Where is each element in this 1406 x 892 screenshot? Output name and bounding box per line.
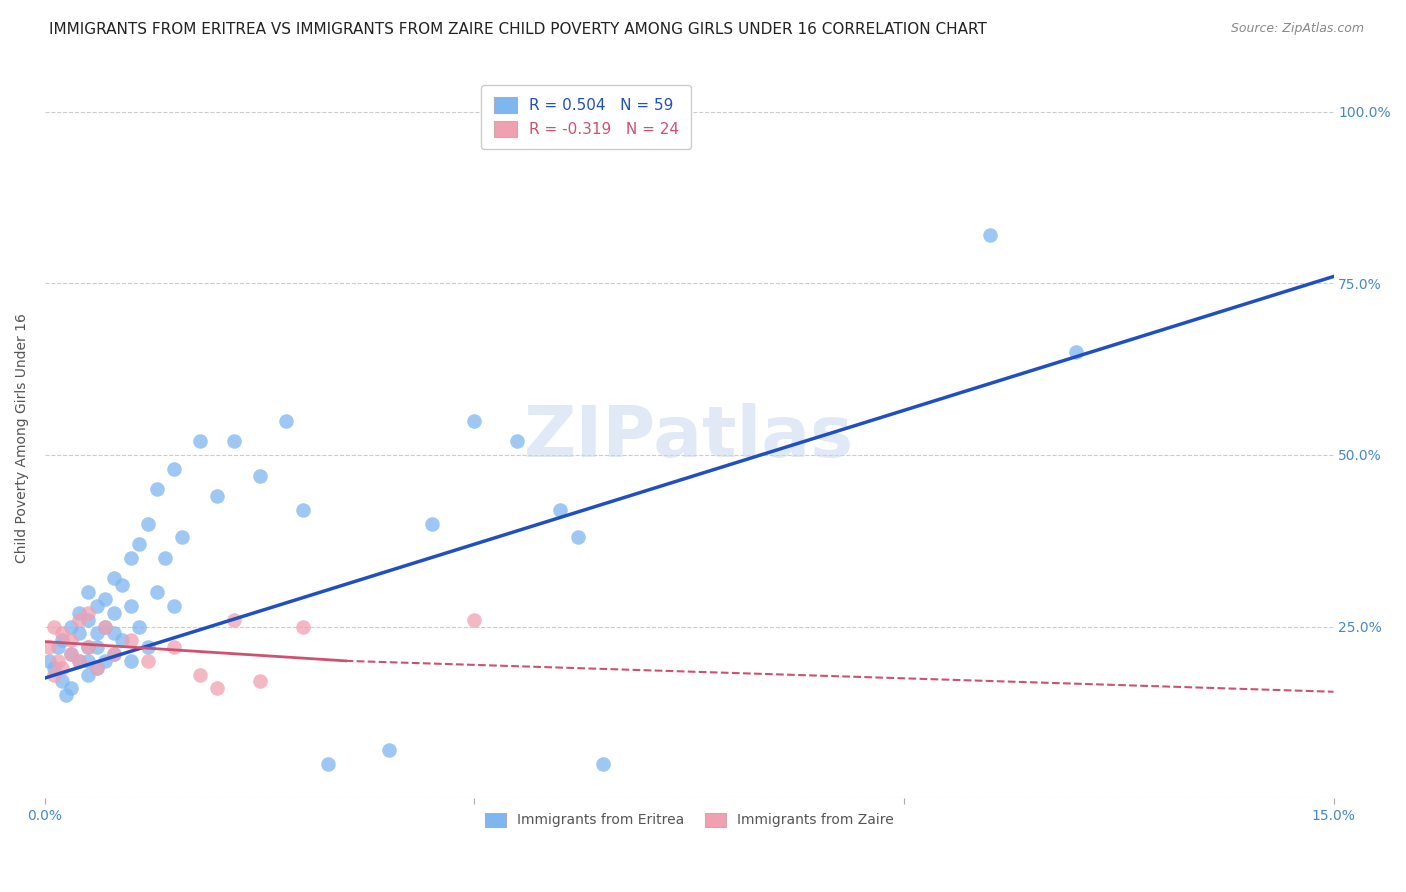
Point [111,578,134,592]
Point [155,550,177,565]
Point [51,674,73,689]
Point [205,681,228,696]
Point [567,530,589,544]
Point [94,619,117,633]
Point [145,483,167,497]
Point [291,503,314,517]
Point [46,654,69,668]
Point [1064,345,1087,359]
Point [249,468,271,483]
Point [51,633,73,648]
Point [67,613,90,627]
Point [222,434,245,449]
Point [77,613,100,627]
Point [145,585,167,599]
Point [59,647,82,661]
Point [94,592,117,607]
Point [38,654,60,668]
Point [318,756,340,771]
Point [291,619,314,633]
Point [136,516,159,531]
Point [205,489,228,503]
Point [42,661,65,675]
Point [592,756,614,771]
Point [42,619,65,633]
Point [188,667,211,681]
Point [86,626,108,640]
Point [55,688,77,702]
Point [120,654,142,668]
Point [550,503,572,517]
Point [86,599,108,613]
Point [86,661,108,675]
Point [59,633,82,648]
Point [67,626,90,640]
Point [42,667,65,681]
Point [94,619,117,633]
Point [163,599,186,613]
Point [377,743,399,757]
Point [51,661,73,675]
Point [128,619,150,633]
Point [249,674,271,689]
Point [94,654,117,668]
Point [128,537,150,551]
Y-axis label: Child Poverty Among Girls Under 16: Child Poverty Among Girls Under 16 [15,313,30,563]
Point [163,640,186,654]
Point [77,606,100,620]
Legend: Immigrants from Eritrea, Immigrants from Zaire: Immigrants from Eritrea, Immigrants from… [478,805,901,834]
Point [77,585,100,599]
Text: IMMIGRANTS FROM ERITREA VS IMMIGRANTS FROM ZAIRE CHILD POVERTY AMONG GIRLS UNDER: IMMIGRANTS FROM ERITREA VS IMMIGRANTS FR… [49,22,987,37]
Point [163,461,186,475]
Point [136,640,159,654]
Point [77,640,100,654]
Point [103,647,125,661]
Point [86,661,108,675]
Point [120,599,142,613]
Point [67,654,90,668]
Point [59,681,82,696]
Point [38,640,60,654]
Point [103,647,125,661]
Point [86,640,108,654]
Point [103,606,125,620]
Point [77,654,100,668]
Point [103,572,125,586]
Point [67,606,90,620]
Point [120,633,142,648]
Point [77,667,100,681]
Text: Source: ZipAtlas.com: Source: ZipAtlas.com [1230,22,1364,36]
Point [59,619,82,633]
Point [188,434,211,449]
Point [46,640,69,654]
Point [420,516,443,531]
Point [979,228,1001,243]
Point [67,654,90,668]
Point [274,414,297,428]
Point [103,626,125,640]
Point [77,640,100,654]
Point [172,530,194,544]
Point [506,434,529,449]
Point [222,613,245,627]
Text: ZIPatlas: ZIPatlas [524,403,855,472]
Point [463,613,485,627]
Point [463,414,485,428]
Point [51,626,73,640]
Point [120,550,142,565]
Point [59,647,82,661]
Point [111,633,134,648]
Point [136,654,159,668]
